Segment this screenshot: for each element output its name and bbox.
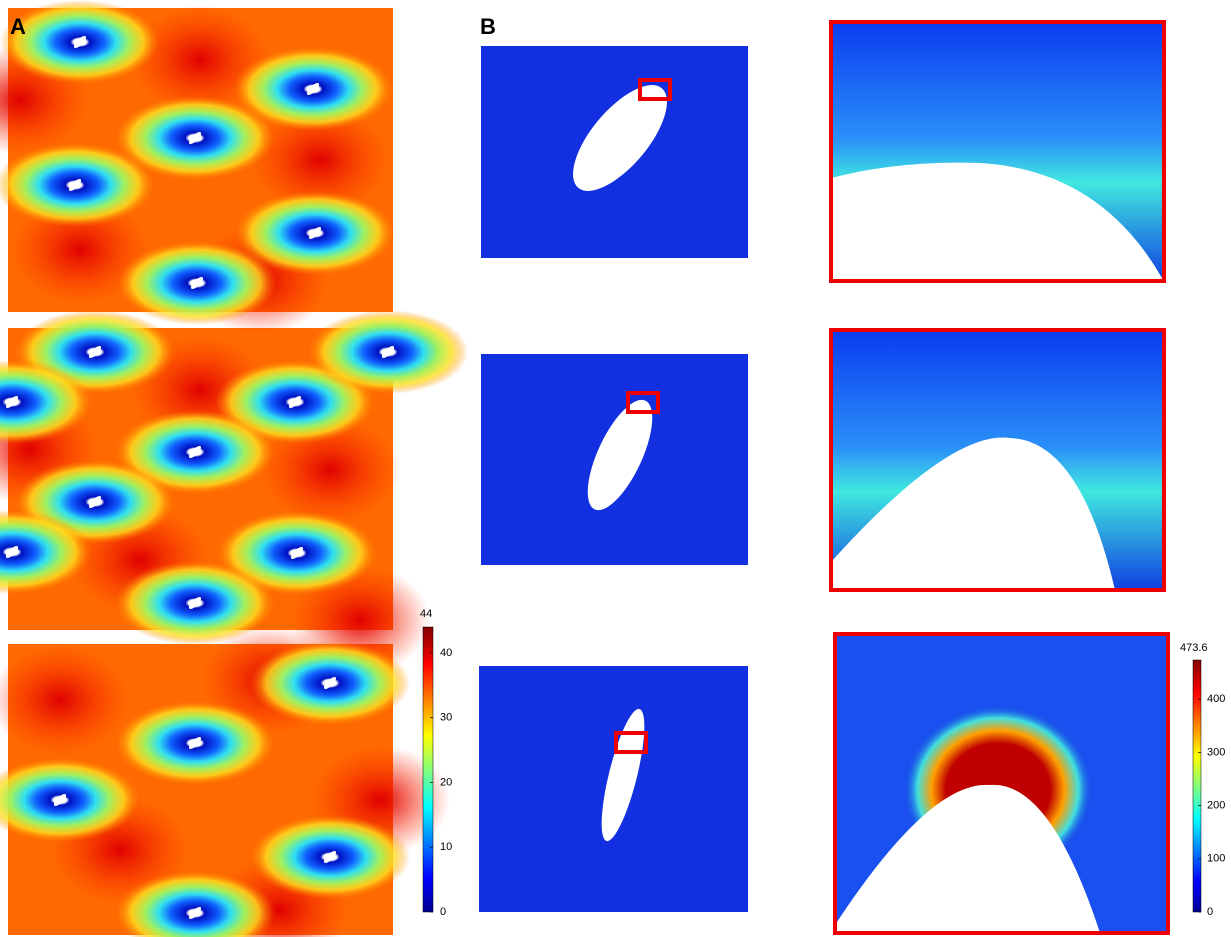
zoom-frame	[833, 632, 1170, 935]
panel-b-maps	[479, 46, 748, 912]
colorbar-tick-label: 200	[1207, 799, 1225, 811]
colorbar-tick-label: 0	[1207, 906, 1213, 918]
colorbar-tick-label: 40	[440, 647, 452, 659]
hole	[88, 345, 102, 359]
hole	[53, 793, 67, 807]
hole	[323, 850, 337, 864]
hole	[323, 676, 337, 690]
hole-halo	[0, 510, 92, 594]
colorbar-tick-label: 300	[1207, 746, 1225, 758]
hole	[188, 736, 202, 750]
zoom-frame	[829, 328, 1166, 592]
hole	[188, 131, 202, 145]
hole	[587, 399, 653, 511]
hole	[601, 708, 645, 842]
zoom-box	[614, 731, 648, 754]
hole	[190, 276, 204, 290]
colorbar-tick-label: 30	[440, 712, 452, 724]
panel-label: B	[480, 14, 496, 39]
hole	[290, 546, 304, 560]
colorbar-tick-label: 20	[440, 776, 452, 788]
hole	[188, 906, 202, 920]
field-high	[0, 645, 130, 755]
hole	[5, 545, 19, 559]
hole	[288, 395, 302, 409]
colorbar-tick-label: 10	[440, 841, 452, 853]
colorbar-tick-label: 400	[1207, 693, 1225, 705]
colorbar-tick-label: 100	[1207, 853, 1225, 865]
hole	[308, 226, 322, 240]
hole	[188, 445, 202, 459]
colorbar-scale	[422, 626, 434, 913]
hole	[573, 85, 667, 191]
panel-a-maps	[0, 0, 468, 937]
colorbar: 473.6 0 100 200 300 400	[1180, 642, 1225, 918]
field-high	[250, 105, 390, 215]
colorbar-max: 44	[420, 608, 432, 620]
hole	[88, 495, 102, 509]
zoom-box	[638, 78, 672, 101]
hole-edge	[835, 784, 1100, 933]
colorbar: 44 0 10 20 30 40	[420, 608, 452, 918]
hole-edge	[831, 437, 1115, 590]
zoom-box	[626, 391, 660, 414]
colorbar-max: 473.6	[1180, 642, 1208, 654]
colorbar-tick-label: 0	[440, 906, 446, 918]
panel-label: A	[10, 14, 26, 39]
zoom-panels	[829, 20, 1170, 935]
hole-halo	[0, 360, 92, 444]
hole-halo	[0, 758, 140, 842]
hole	[381, 345, 395, 359]
hole-halo	[115, 871, 275, 937]
hole	[68, 178, 82, 192]
hole	[5, 395, 19, 409]
hole	[188, 596, 202, 610]
hole	[306, 82, 320, 96]
hole-edge	[831, 162, 1162, 281]
hole	[73, 35, 87, 49]
colorbar-scale	[1192, 659, 1202, 913]
zoom-frame	[829, 20, 1166, 283]
